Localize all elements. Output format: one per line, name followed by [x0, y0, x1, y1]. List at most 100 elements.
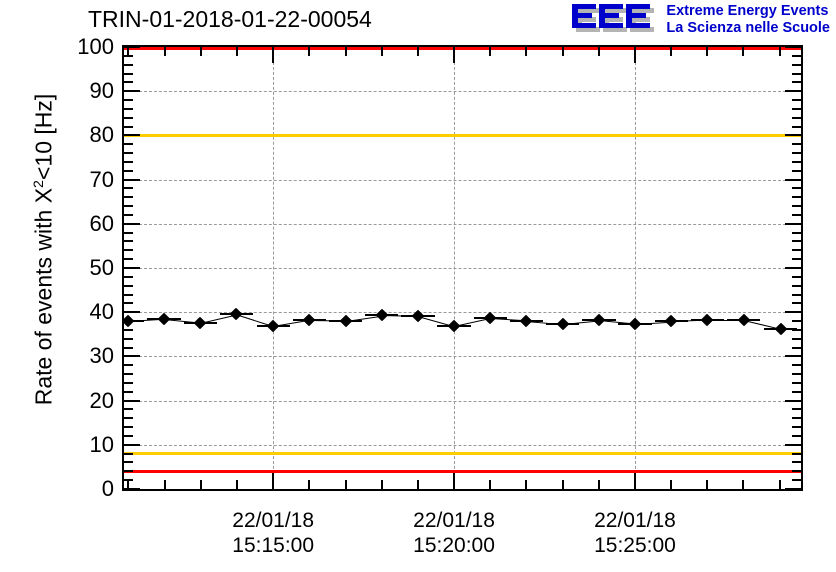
error-bar-x	[124, 320, 145, 323]
y-tick-minor	[124, 364, 133, 367]
y-tick-minor	[124, 169, 133, 172]
eee-logo-text: Extreme Energy Events La Scienza nelle S…	[666, 2, 830, 37]
y-tick-minor	[124, 417, 133, 420]
x-tick-major	[453, 47, 456, 63]
y-tick-label: 10	[89, 431, 114, 457]
data-point-marker[interactable]	[701, 313, 714, 327]
y-tick-minor	[792, 408, 801, 411]
y-tick-major	[124, 46, 140, 48]
data-point-marker[interactable]	[520, 314, 533, 327]
data-point-marker[interactable]	[193, 316, 207, 330]
data-point-marker[interactable]	[339, 314, 352, 327]
y-tick-minor	[124, 470, 133, 473]
y-tick-minor	[124, 63, 133, 66]
y-tick-minor	[792, 390, 801, 393]
x-tick-major	[633, 47, 636, 63]
y-tick-minor	[124, 231, 133, 234]
y-tick-minor	[124, 249, 133, 252]
y-tick-minor	[792, 381, 801, 384]
y-tick-minor	[124, 125, 133, 128]
data-point-marker[interactable]	[737, 313, 751, 327]
y-tick-minor	[792, 187, 801, 190]
y-tick-major	[785, 90, 801, 93]
y-tick-minor	[792, 125, 801, 128]
data-point-marker[interactable]	[592, 313, 606, 327]
x-tick-minor	[416, 47, 419, 56]
y-tick-major	[124, 90, 140, 93]
gridline-horizontal	[124, 91, 801, 93]
y-tick-minor	[124, 116, 133, 119]
x-tick-minor	[489, 480, 492, 489]
data-point-marker[interactable]	[375, 308, 389, 322]
y-tick-minor	[124, 320, 133, 323]
y-tick-major	[124, 134, 140, 137]
y-tick-minor	[792, 205, 801, 208]
y-tick-minor	[792, 302, 801, 305]
x-tick-major	[453, 473, 456, 489]
data-point-marker[interactable]	[230, 308, 243, 321]
y-tick-major	[124, 443, 140, 446]
y-tick-minor	[792, 240, 801, 243]
x-tick-label-date: 22/01/18	[413, 509, 495, 532]
x-tick-minor	[344, 47, 347, 56]
x-tick-label: 22/01/18 15:25:00	[555, 508, 715, 558]
y-tick-minor	[792, 81, 801, 84]
series-connector	[707, 320, 744, 322]
data-point-marker[interactable]	[628, 317, 642, 331]
x-tick-minor	[561, 47, 564, 56]
x-tick-minor	[199, 480, 202, 489]
y-tick-minor	[124, 275, 133, 278]
y-tick-major	[124, 311, 140, 314]
y-tick-minor	[124, 160, 133, 163]
y-tick-minor	[792, 258, 801, 261]
y-tick-minor	[124, 452, 133, 455]
y-tick-minor	[124, 390, 133, 393]
gridline-vertical	[634, 47, 636, 489]
gridline-vertical	[454, 47, 456, 489]
x-tick-minor	[742, 47, 745, 56]
data-point-marker[interactable]	[266, 319, 280, 333]
y-tick-minor	[124, 346, 133, 349]
y-tick-minor	[124, 99, 133, 102]
y-tick-minor	[124, 196, 133, 199]
y-tick-label: 30	[89, 343, 114, 369]
data-point-marker[interactable]	[447, 319, 461, 333]
y-tick-major	[785, 443, 801, 446]
y-tick-major	[124, 399, 140, 402]
y-tick-major	[124, 267, 140, 269]
gridline-horizontal	[124, 444, 801, 446]
y-tick-minor	[792, 461, 801, 464]
data-point-marker[interactable]	[483, 312, 497, 325]
x-tick-minor	[127, 480, 130, 489]
y-tick-minor	[792, 99, 801, 102]
data-point-marker[interactable]	[302, 313, 316, 327]
x-tick-minor	[235, 47, 238, 56]
y-tick-major	[785, 355, 801, 358]
data-point-marker[interactable]	[556, 317, 570, 331]
x-tick-minor	[778, 480, 781, 489]
y-tick-minor	[792, 417, 801, 420]
y-tick-minor	[792, 63, 801, 66]
plot-frame	[122, 45, 803, 491]
y-tick-minor	[124, 337, 133, 340]
data-point-marker[interactable]	[774, 322, 788, 336]
y-tick-minor	[124, 284, 133, 287]
y-tick-minor	[792, 373, 801, 376]
x-tick-minor	[163, 480, 166, 489]
gridline-horizontal	[124, 400, 801, 402]
y-axis-tick-labels: 0 10 20 30 40 50 60 70 80 90 100	[48, 0, 114, 572]
data-point-marker[interactable]	[157, 312, 171, 326]
x-tick-minor	[344, 480, 347, 489]
x-tick-minor	[308, 480, 311, 489]
page-title: TRIN-01-2018-01-22-00054	[88, 6, 372, 32]
y-tick-major	[785, 399, 801, 402]
y-tick-minor	[124, 461, 133, 464]
x-tick-minor	[199, 47, 202, 56]
y-tick-minor	[792, 249, 801, 252]
eee-logo-line1: Extreme Energy Events	[666, 3, 829, 19]
y-tick-minor	[792, 54, 801, 57]
x-tick-minor	[778, 47, 781, 56]
y-tick-major	[785, 46, 801, 48]
data-point-marker[interactable]	[664, 315, 678, 328]
y-tick-label: 60	[89, 210, 114, 236]
